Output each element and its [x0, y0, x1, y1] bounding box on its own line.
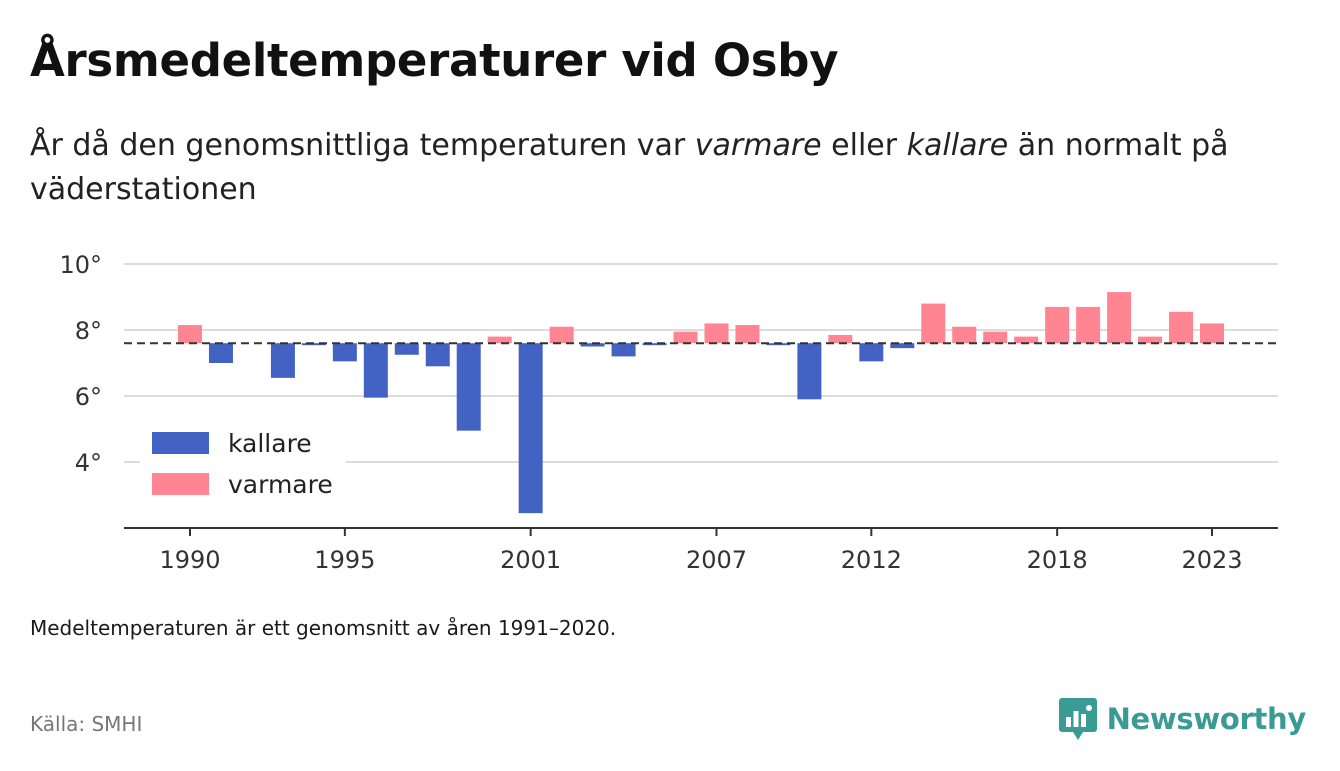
bar-1996	[363, 343, 388, 398]
subtitle-part-2: eller	[821, 128, 907, 163]
bar-2003	[580, 343, 605, 347]
x-tick-label: 2007	[686, 546, 747, 574]
bar-2019	[1076, 306, 1101, 344]
x-tick-label: 2001	[500, 546, 561, 574]
bar-2002	[549, 326, 574, 344]
source-label: Källa: SMHI	[30, 712, 143, 736]
y-tick-label: 10°	[59, 251, 102, 279]
bar-2007	[704, 323, 729, 344]
subtitle-warmer-word: varmare	[694, 128, 822, 163]
x-tick-label: 2018	[1027, 546, 1088, 574]
legend-swatch-varmare	[152, 473, 209, 495]
subtitle-colder-word: kallare	[906, 128, 1009, 163]
subtitle-part-3: än normalt på väderstationen	[30, 128, 1229, 207]
bar-1995	[332, 343, 357, 362]
bar-2005	[642, 343, 667, 346]
bar-2018	[1045, 306, 1070, 344]
legend-label-varmare: varmare	[228, 470, 333, 499]
bar-1998	[425, 343, 450, 367]
bar-1993	[270, 343, 295, 378]
bar-2021	[1138, 336, 1163, 344]
footnote: Medeltemperaturen är ett genomsnitt av å…	[30, 616, 617, 640]
legend-label-kallare: kallare	[228, 429, 312, 458]
bar-2015	[952, 326, 977, 344]
brand-name: Newsworthy	[1106, 702, 1307, 736]
newsworthy-logo-icon	[1058, 698, 1097, 740]
bar-2017	[1014, 336, 1039, 344]
chart-title: Årsmedeltemperaturer vid Osby	[30, 34, 839, 87]
y-tick-label: 8°	[75, 317, 102, 345]
bar-1999	[456, 343, 481, 431]
brand-logo: Newsworthy	[1058, 696, 1307, 742]
bar-2020	[1107, 292, 1132, 344]
bar-2011	[828, 334, 853, 344]
bar-2010	[797, 343, 822, 400]
bar-2000	[487, 336, 512, 344]
bar-2022	[1169, 311, 1194, 344]
legend-swatch-kallare	[152, 432, 209, 454]
bar-1990	[178, 325, 202, 344]
chart-subtitle: År då den genomsnittliga temperaturen va…	[30, 124, 1300, 212]
bar-2008	[735, 325, 760, 344]
bar-2016	[983, 331, 1008, 344]
bar-2023	[1200, 323, 1224, 344]
bar-2013	[890, 343, 915, 349]
bar-2001	[518, 343, 543, 514]
bar-1997	[394, 343, 419, 355]
x-tick-label: 1990	[159, 546, 220, 574]
bar-2012	[859, 343, 884, 362]
x-tick-label: 2023	[1181, 546, 1242, 574]
y-tick-label: 4°	[75, 449, 102, 477]
bar-2004	[611, 343, 636, 357]
x-tick-label: 1995	[314, 546, 375, 574]
bar-2014	[921, 303, 946, 344]
bar-2006	[673, 331, 698, 344]
x-tick-label: 2012	[841, 546, 902, 574]
subtitle-part-1: År då den genomsnittliga temperaturen va…	[30, 128, 695, 163]
y-tick-label: 6°	[75, 383, 102, 411]
bar-1991	[208, 343, 233, 363]
